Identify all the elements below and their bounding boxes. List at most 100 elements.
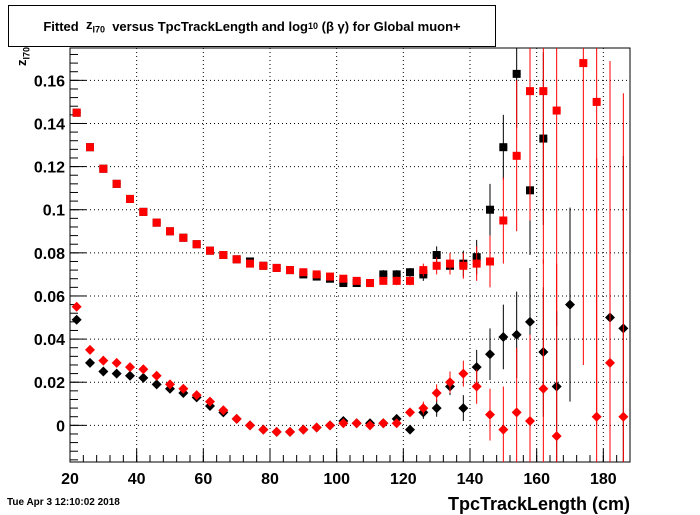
data-point-diamond — [85, 357, 95, 368]
data-point-square — [152, 218, 161, 227]
data-point-diamond — [285, 426, 295, 437]
data-point-diamond — [111, 368, 122, 379]
data-point-square — [206, 246, 214, 255]
data-point-square — [272, 263, 281, 272]
data-point-diamond — [258, 424, 269, 435]
y-tick-label: 0.12 — [34, 160, 65, 177]
data-point-diamond — [378, 418, 389, 429]
data-point-square — [219, 251, 228, 259]
data-point-diamond — [311, 422, 322, 433]
data-point-diamond — [125, 370, 135, 381]
data-point-diamond — [151, 370, 162, 381]
data-point-square — [139, 207, 148, 216]
y-axis-title-sub: I70 — [21, 46, 32, 60]
x-tick-label: 40 — [128, 471, 146, 488]
data-point-square — [339, 274, 348, 283]
data-point-square — [459, 261, 468, 270]
x-tick-label: 120 — [390, 471, 417, 488]
y-axis-title-main: z — [14, 59, 29, 67]
data-point-diamond — [271, 426, 282, 437]
data-point-diamond — [471, 362, 482, 373]
data-point-square — [432, 251, 441, 259]
data-point-square — [86, 143, 94, 152]
data-point-diamond — [431, 403, 442, 414]
x-tick-label: 180 — [590, 471, 617, 488]
data-point-square — [99, 164, 108, 173]
data-point-square — [312, 270, 321, 279]
data-point-diamond — [125, 362, 135, 373]
x-axis-title: TpcTrackLength (cm) — [447, 494, 630, 514]
data-point-diamond — [391, 418, 402, 429]
data-point-square — [112, 179, 121, 188]
plot-frame — [69, 47, 631, 463]
title-var-main: z — [85, 17, 93, 33]
y-tick-label: 0.14 — [34, 116, 65, 133]
data-point-diamond — [565, 299, 575, 310]
data-point-diamond — [458, 368, 469, 379]
title-suffix: (β γ) for Global muon+ — [321, 18, 461, 34]
data-point-diamond — [191, 390, 202, 401]
data-point-square — [526, 87, 534, 96]
data-point-diamond — [458, 403, 469, 414]
title-middle: versus TpcTrackLength and log — [112, 18, 308, 34]
data-point-square — [179, 233, 188, 242]
title-prefix: Fitted — [43, 18, 79, 34]
data-point-square — [299, 268, 308, 277]
data-point-diamond — [485, 409, 495, 420]
data-point-diamond — [431, 388, 442, 398]
y-tick-label: 0.04 — [34, 332, 65, 349]
data-point-diamond — [511, 407, 522, 418]
data-point-square — [339, 279, 348, 288]
title-var-sub: I70 — [92, 24, 105, 35]
data-point-diamond — [365, 420, 375, 431]
footer-date: Tue Apr 3 12:10:02 2018 — [7, 497, 120, 508]
data-point-square — [499, 143, 508, 152]
data-point-square — [392, 276, 401, 285]
data-point-diamond — [405, 407, 415, 418]
x-tick-label: 20 — [61, 471, 79, 488]
data-point-diamond — [98, 355, 109, 366]
data-point-diamond — [138, 364, 149, 375]
data-point-diamond — [351, 418, 362, 429]
y-tick-label: 0.16 — [34, 73, 65, 90]
data-point-diamond — [551, 431, 562, 442]
title-var: zI70 — [86, 17, 105, 35]
data-point-square — [512, 69, 521, 78]
data-point-diamond — [498, 424, 509, 435]
data-point-square — [392, 270, 401, 279]
data-point-diamond — [538, 383, 549, 394]
data-point-square — [486, 257, 494, 266]
data-point-diamond — [498, 331, 509, 342]
x-tick-label: 100 — [323, 471, 350, 488]
data-point-square — [379, 276, 388, 285]
data-point-square — [472, 259, 481, 268]
data-point-diamond — [605, 357, 615, 368]
data-point-square — [419, 266, 428, 275]
data-point-square — [126, 194, 134, 203]
data-point-square — [379, 270, 388, 279]
data-point-diamond — [71, 314, 82, 325]
data-point-diamond — [338, 418, 349, 429]
data-point-square — [366, 279, 374, 288]
data-point-square — [499, 216, 508, 225]
data-point-diamond — [138, 372, 149, 383]
y-tick-label: 0.1 — [43, 203, 65, 220]
data-point-square — [192, 240, 201, 249]
data-point-diamond — [591, 411, 602, 422]
data-point-diamond — [85, 344, 95, 355]
x-tick-label: 140 — [457, 471, 484, 488]
data-point-diamond — [445, 377, 455, 388]
data-point-square — [352, 276, 361, 285]
chart-title: Fitted zI70 versus TpcTrackLength and lo… — [8, 5, 496, 47]
data-point-diamond — [471, 381, 482, 392]
data-point-square — [446, 259, 454, 268]
data-point-square — [72, 108, 81, 117]
data-point-diamond — [231, 413, 242, 424]
data-point-square — [552, 106, 561, 115]
y-tick-label: 0.02 — [34, 375, 65, 392]
data-point-square — [512, 151, 521, 160]
data-point-square — [246, 259, 254, 268]
data-point-diamond — [165, 379, 175, 390]
x-tick-label: 160 — [523, 471, 550, 488]
